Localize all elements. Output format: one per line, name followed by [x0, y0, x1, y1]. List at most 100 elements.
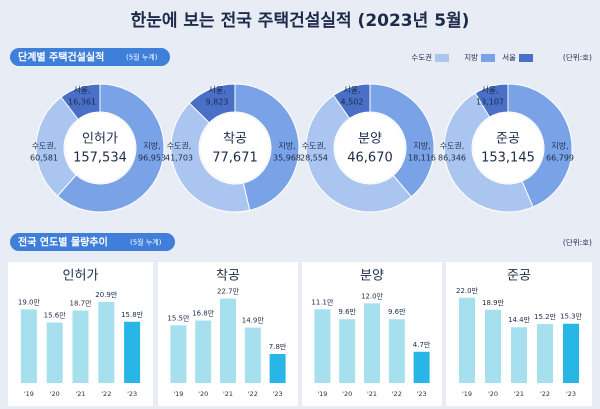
donut-category-label: 지방,: [143, 141, 160, 151]
bar-value-label: 14.4만: [508, 315, 531, 324]
donut-value-label: 66,799: [546, 154, 574, 163]
bar: [46, 322, 63, 383]
bar: [195, 320, 212, 383]
section-title: 전국 연도별 물량추이: [18, 236, 108, 249]
bar: [269, 353, 286, 383]
x-tick-label: '23: [417, 390, 427, 398]
x-tick-label: '19: [462, 390, 472, 398]
bar: [339, 319, 356, 383]
bar: [170, 325, 187, 383]
legend-label: 지방: [464, 52, 478, 62]
unit-label: (단위:호): [563, 52, 592, 62]
bar: [20, 309, 37, 383]
x-tick-label: '22: [248, 390, 258, 398]
legend-swatch: [519, 54, 533, 62]
bar-value-label: 18.7만: [69, 299, 92, 308]
x-tick-label: '20: [488, 390, 498, 398]
x-tick-label: '19: [173, 390, 183, 398]
bar-value-label: 15.2만: [534, 312, 557, 321]
bar-value-label: 15.6만: [44, 311, 67, 320]
legend-swatch: [481, 54, 495, 62]
donut-category-label: 서울,: [208, 86, 225, 95]
bar-value-label: 14.9만: [242, 316, 265, 325]
donut-category-label: 수도권,: [302, 141, 327, 151]
section-pill: [10, 48, 170, 66]
donut-center-label: 인허가: [82, 132, 118, 147]
bar: [563, 323, 579, 383]
section-pill: [10, 233, 175, 251]
bar: [485, 309, 501, 383]
donut-total: 77,671: [212, 151, 258, 166]
donut-total: 157,534: [73, 151, 127, 166]
bar: [511, 327, 527, 383]
bar: [388, 319, 405, 383]
donut-value-label: 96,953: [138, 154, 166, 163]
donut-category-label: 수도권,: [32, 141, 57, 151]
section-note: (5월 누계): [130, 238, 162, 247]
donut-value-label: 4,502: [341, 98, 364, 107]
donut-value-label: 16,361: [68, 98, 96, 107]
bar: [537, 324, 553, 383]
bar-value-label: 4.7만: [413, 340, 431, 349]
bar-value-label: 16.8만: [192, 309, 215, 318]
bar-value-label: 9.6만: [388, 307, 406, 316]
donut-segment: [369, 83, 435, 198]
bar: [364, 303, 380, 383]
donut-segment: [474, 83, 509, 118]
donut-value-label: 35,968: [273, 154, 301, 163]
donut-total: 46,670: [347, 151, 393, 166]
donut-hole: [200, 113, 270, 183]
donut-center-label: 분양: [358, 132, 382, 147]
donut-segment: [56, 83, 165, 213]
donut-segment: [188, 83, 236, 124]
x-tick-label: '20: [198, 390, 208, 398]
donut-segment: [60, 83, 101, 121]
x-tick-label: '20: [50, 390, 60, 398]
donut-category-label: 수도권,: [167, 141, 192, 151]
x-tick-label: '19: [24, 390, 34, 398]
bar: [72, 310, 89, 383]
legend-label: 수도권: [411, 53, 432, 62]
donut-category-label: 지방,: [413, 141, 430, 151]
chart-title: 분양: [360, 269, 384, 284]
bar-value-label: 22.7만: [217, 287, 240, 296]
bar: [244, 327, 261, 383]
donut-category-label: 지방,: [551, 141, 568, 151]
donut-value-label: 60,581: [30, 154, 58, 163]
donut-category-label: 지방,: [278, 141, 295, 151]
bar: [124, 321, 141, 383]
donut-center-label: 착공: [223, 132, 247, 147]
donut-value-label: 86,346: [438, 154, 466, 163]
donut-value-label: 9,823: [206, 98, 229, 107]
x-tick-label: '21: [367, 390, 377, 398]
donut-hole: [473, 113, 543, 183]
donut-total: 153,145: [481, 151, 535, 166]
bar-value-label: 18.9만: [482, 298, 505, 307]
donut-segment: [234, 83, 300, 211]
bar-value-label: 11.1만: [311, 297, 334, 306]
x-tick-label: '19: [317, 390, 327, 398]
bar-value-label: 12.0만: [361, 291, 384, 300]
x-tick-label: '23: [566, 390, 576, 398]
bar: [98, 302, 115, 383]
page-title: 한눈에 보는 전국 주택건설실적 (2023년 5월): [131, 11, 470, 31]
section-title: 단계별 주택건설실적: [18, 51, 104, 64]
bar-value-label: 20.9만: [95, 290, 118, 299]
donut-category-label: 서울,: [343, 86, 360, 95]
bar: [413, 351, 430, 383]
donut-category-label: 서울,: [481, 86, 498, 95]
bar: [459, 297, 475, 383]
donut-segment: [332, 83, 371, 120]
legend-label: 서울: [502, 53, 516, 62]
donut-value-label: 28,554: [300, 154, 328, 163]
donut-hole: [335, 113, 405, 183]
x-tick-label: '22: [540, 390, 550, 398]
x-tick-label: '21: [75, 390, 85, 398]
bar-value-label: 15.8만: [121, 310, 144, 319]
x-tick-label: '21: [223, 390, 233, 398]
donut-segment: [507, 83, 573, 208]
legend-swatch: [435, 54, 449, 62]
donut-category-label: 수도권,: [440, 141, 465, 151]
x-tick-label: '21: [514, 390, 524, 398]
